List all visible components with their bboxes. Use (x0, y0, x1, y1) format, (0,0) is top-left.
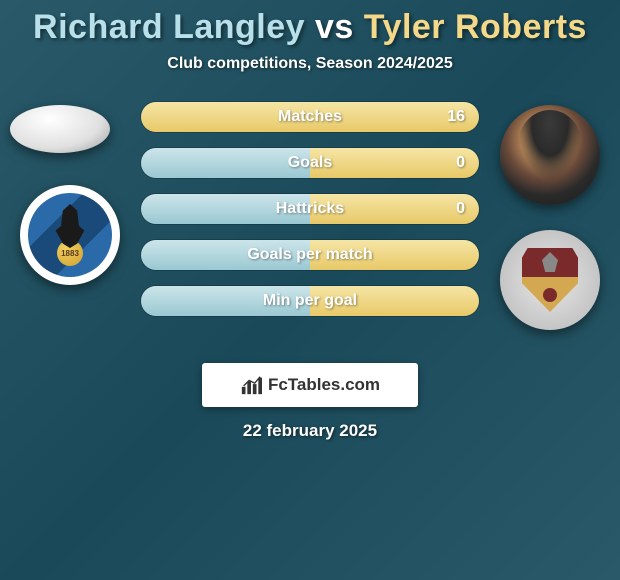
stat-row: Goals per match (140, 239, 480, 271)
branding-text: FcTables.com (268, 375, 380, 395)
stat-label: Hattricks (276, 200, 344, 218)
stat-label: Goals per match (247, 246, 372, 264)
stat-value-right: 16 (447, 108, 465, 126)
player1-avatar (10, 105, 110, 153)
crest-icon (522, 248, 578, 312)
stats-area: 1883 Matches 16 Goals 0 Hattricks 0 Goals per … (0, 95, 620, 355)
player2-avatar (500, 105, 600, 205)
stat-value-right: 0 (456, 154, 465, 172)
player2-name: Tyler Roberts (364, 8, 587, 46)
stat-row: Min per goal (140, 285, 480, 317)
player2-club-badge (500, 230, 600, 330)
stat-label: Min per goal (263, 292, 357, 310)
stat-row: Goals 0 (140, 147, 480, 179)
stat-bars: Matches 16 Goals 0 Hattricks 0 Goals per match… (140, 101, 480, 331)
stat-value-right: 0 (456, 200, 465, 218)
vs-text: vs (315, 8, 354, 46)
pirate-icon (52, 204, 88, 248)
club-badge-inner: 1883 (28, 193, 112, 277)
stat-label: Goals (288, 154, 332, 172)
player1-club-badge: 1883 (20, 185, 120, 285)
stat-row: Hattricks 0 (140, 193, 480, 225)
page-title: Richard Langley vs Tyler Roberts (0, 8, 620, 47)
bar-chart-icon (240, 374, 262, 396)
player1-name: Richard Langley (33, 8, 305, 46)
comparison-card: Richard Langley vs Tyler Roberts Club co… (0, 0, 620, 441)
stat-fill-left (141, 148, 310, 178)
branding-badge: FcTables.com (202, 363, 418, 407)
stat-row: Matches 16 (140, 101, 480, 133)
subtitle: Club competitions, Season 2024/2025 (0, 55, 620, 73)
stat-label: Matches (278, 108, 342, 126)
date-text: 22 february 2025 (0, 421, 620, 441)
stat-fill-right (310, 148, 479, 178)
